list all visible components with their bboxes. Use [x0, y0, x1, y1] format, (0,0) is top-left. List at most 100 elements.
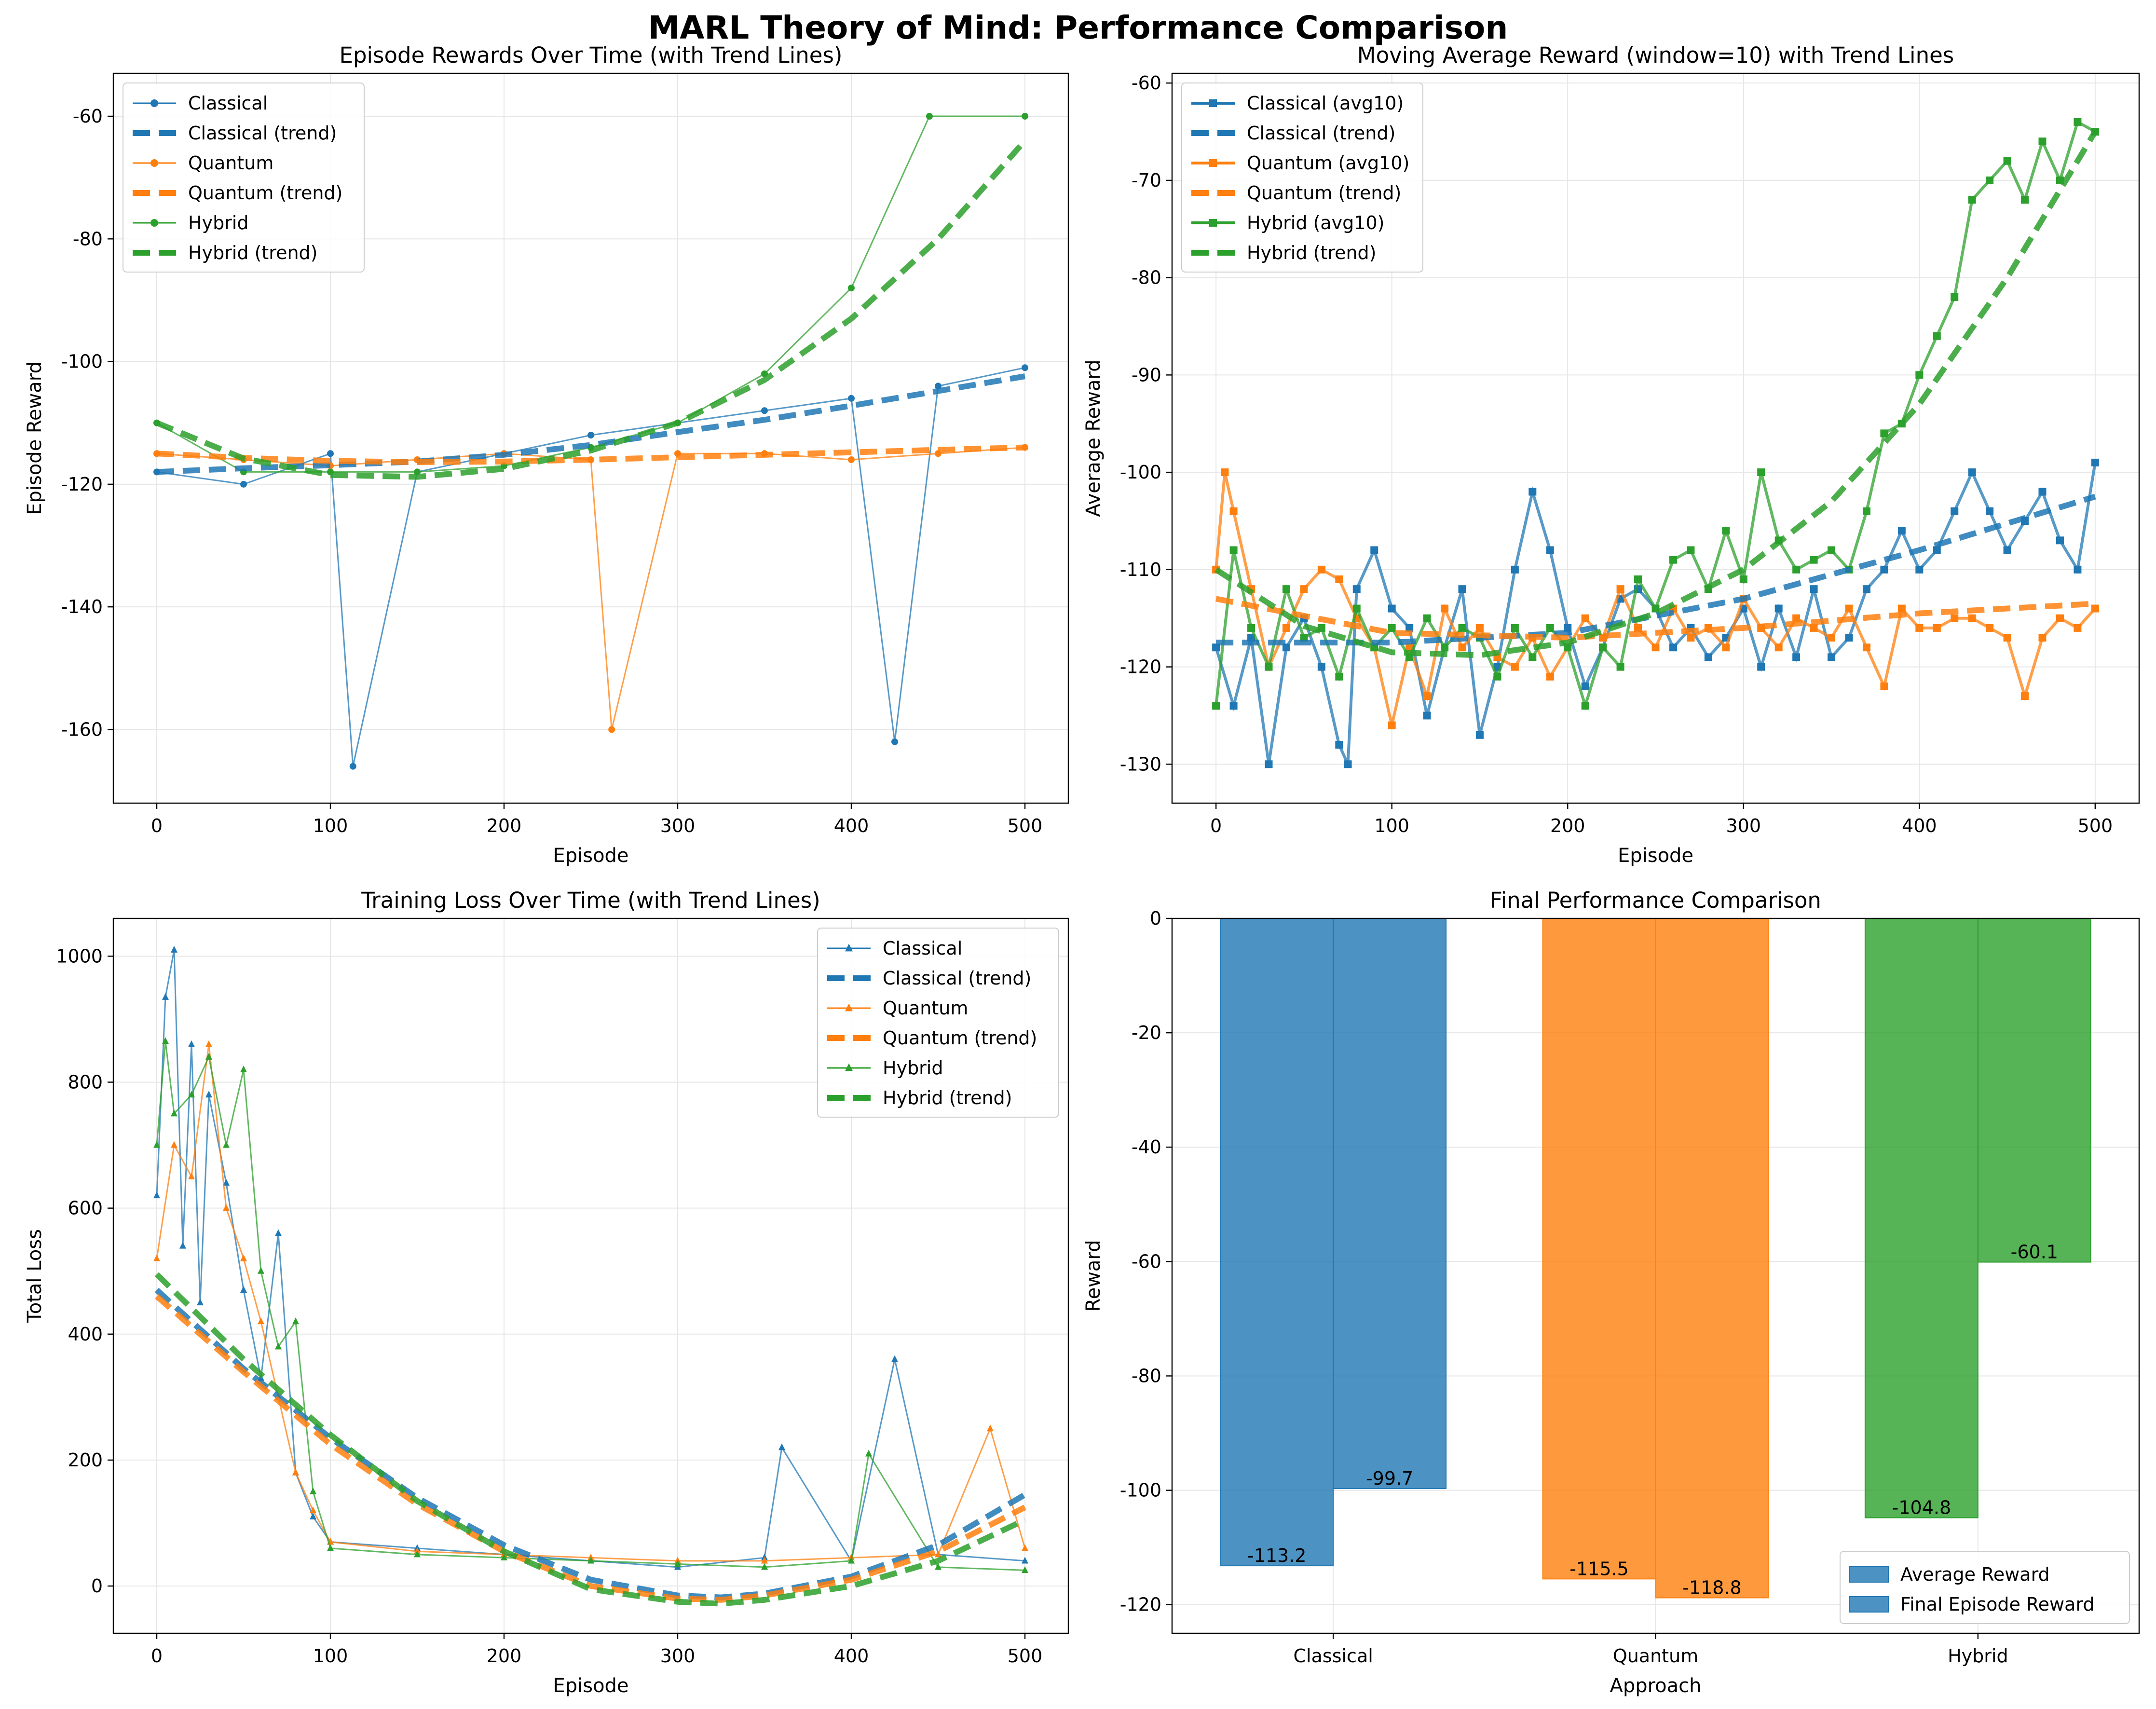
- plot-content: [1212, 118, 2099, 768]
- y-tick-label: -70: [1132, 170, 1161, 191]
- data-point: [1300, 634, 1308, 642]
- series-line: [156, 950, 1025, 1568]
- x-tick-label: 200: [487, 1645, 522, 1667]
- data-point: [2038, 634, 2047, 642]
- data-point: [1915, 371, 1924, 379]
- data-point: [1546, 624, 1554, 632]
- data-point: [292, 1317, 299, 1325]
- data-point: [171, 1141, 177, 1148]
- x-tick-label: 500: [2078, 815, 2113, 836]
- data-point: [1704, 653, 1712, 661]
- legend-label: Hybrid (trend): [188, 242, 318, 263]
- data-point: [1265, 663, 1273, 671]
- axes-frame: [112, 917, 1069, 1634]
- data-point: [1022, 1544, 1028, 1551]
- y-tick-label: -120: [1120, 656, 1161, 678]
- data-point: [1212, 643, 1220, 652]
- data-point: [2038, 488, 2047, 496]
- data-point: [223, 1141, 230, 1148]
- data-point: [1388, 721, 1396, 729]
- legend-label: Quantum (trend): [188, 182, 342, 204]
- data-point: [1722, 527, 1730, 535]
- y-tick-label: -110: [1120, 559, 1161, 580]
- data-point: [2021, 196, 2029, 204]
- y-tick-label: 600: [68, 1198, 103, 1219]
- data-point: [501, 1553, 507, 1560]
- data-point: [2091, 458, 2099, 466]
- data-point: [1774, 643, 1783, 652]
- data-point: [761, 407, 768, 414]
- data-point: [1722, 643, 1730, 652]
- y-tick-label: 400: [68, 1324, 103, 1345]
- data-point: [188, 1091, 195, 1098]
- data-point: [1352, 604, 1361, 613]
- x-tick-label: 0: [151, 1645, 163, 1667]
- legend-label: Classical (trend): [188, 123, 337, 144]
- data-point: [1247, 624, 1255, 632]
- data-point: [162, 993, 169, 1000]
- data-point: [2091, 604, 2099, 613]
- y-tick-label: -80: [73, 228, 103, 249]
- data-point: [171, 1109, 177, 1117]
- data-point: [1968, 196, 1976, 204]
- data-point: [414, 1550, 421, 1558]
- data-point: [761, 1557, 768, 1564]
- data-point: [1528, 488, 1537, 496]
- x-tick-label: 100: [1374, 815, 1409, 836]
- data-point: [153, 1254, 160, 1261]
- data-point: [1209, 159, 1217, 167]
- data-point: [926, 113, 933, 120]
- data-point: [1845, 604, 1853, 613]
- data-point: [1810, 556, 1818, 564]
- data-point: [223, 1179, 230, 1186]
- loss-panel: Training Loss Over Time (with Trend Line…: [24, 888, 1069, 1697]
- data-point: [987, 1424, 994, 1432]
- data-point: [1792, 653, 1801, 661]
- x-tick-label: 100: [313, 815, 348, 836]
- data-point: [1792, 614, 1801, 622]
- data-point: [310, 1487, 316, 1494]
- data-point: [171, 945, 177, 953]
- y-tick-label: -100: [1120, 462, 1161, 483]
- data-label: -113.2: [1247, 1545, 1307, 1566]
- data-point: [1441, 604, 1449, 613]
- y-tick-label: 200: [68, 1449, 103, 1471]
- figure-title: MARL Theory of Mind: Performance Compari…: [648, 9, 1508, 46]
- y-tick-label: -100: [61, 351, 103, 372]
- data-point: [1458, 585, 1466, 593]
- data-point: [1229, 507, 1238, 515]
- y-tick-label: -120: [1120, 1594, 1161, 1615]
- data-point: [1022, 1557, 1028, 1564]
- y-axis-label: Episode Reward: [24, 361, 46, 515]
- data-point: [1915, 624, 1924, 632]
- data-point: [1880, 565, 1888, 574]
- y-axis-label: Reward: [1082, 1240, 1105, 1312]
- data-point: [778, 1443, 785, 1450]
- data-point: [1229, 546, 1238, 554]
- x-tick-label: 0: [151, 815, 163, 836]
- legend-label: Quantum: [188, 152, 273, 174]
- x-tick-label: 300: [1726, 815, 1761, 836]
- data-point: [1862, 585, 1870, 593]
- data-point: [2038, 137, 2047, 146]
- data-point: [1810, 624, 1818, 632]
- y-tick-label: 1000: [56, 945, 103, 967]
- data-point: [188, 1040, 195, 1047]
- data-point: [1405, 643, 1414, 652]
- y-tick-label: -60: [1132, 1251, 1161, 1272]
- legend-label: Hybrid (trend): [1247, 242, 1377, 263]
- data-label: -99.7: [1366, 1468, 1413, 1489]
- data-point: [1511, 663, 1519, 671]
- trend-line: [156, 444, 1025, 465]
- data-point: [1388, 604, 1396, 613]
- data-point: [1221, 468, 1229, 477]
- data-point: [1581, 682, 1589, 690]
- data-point: [1209, 99, 1217, 107]
- trend-line: [1215, 596, 2096, 641]
- data-point: [1423, 692, 1431, 700]
- data-point: [1300, 585, 1308, 593]
- data-point: [1317, 565, 1325, 574]
- data-point: [1933, 332, 1941, 340]
- data-point: [1475, 624, 1484, 632]
- data-point: [935, 1563, 942, 1570]
